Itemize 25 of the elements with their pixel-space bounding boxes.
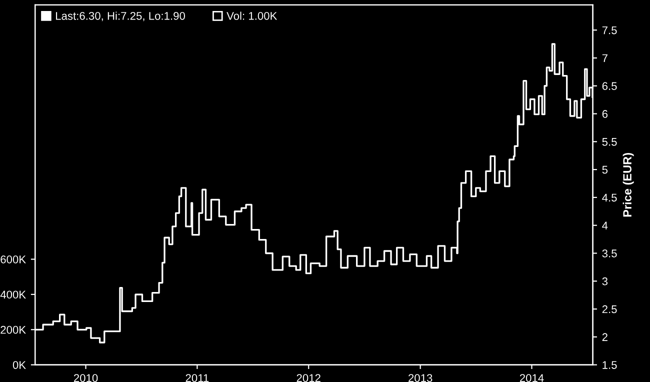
legend-label: Vol: 1.00K	[226, 12, 278, 20]
y2-tick-label: 0K	[12, 361, 26, 369]
y2-tick-label: 600K	[0, 256, 26, 264]
y-tick-label: 2	[602, 333, 608, 341]
y-tick-label: 6	[602, 110, 608, 118]
y-tick-label: 3	[602, 277, 608, 286]
x-tick-label: 2013	[408, 374, 432, 382]
x-tick-label: 2012	[296, 374, 320, 382]
y-tick-label: 5.5	[602, 138, 617, 146]
y-tick-label: 4.5	[602, 194, 617, 202]
y-tick-label: 7.5	[602, 26, 617, 34]
y-tick-label: 4	[602, 222, 608, 230]
x-tick-label: 2010	[74, 374, 98, 382]
y-tick-label: 7	[602, 54, 608, 62]
y2-tick-label: 400K	[0, 290, 26, 299]
y-tick-label: 2.5	[602, 305, 617, 314]
y-tick-label: 5	[602, 166, 608, 174]
y-axis-title: Price (EUR)	[622, 153, 634, 217]
y-tick-label: 1.5	[602, 361, 617, 369]
legend-label: Last:6.30, Hi:7.25, Lo:1.90	[56, 12, 186, 22]
y-tick-label: 6.5	[602, 82, 617, 90]
y2-tick-label: 200K	[0, 326, 26, 334]
x-tick-label: 2011	[186, 374, 209, 382]
x-tick-label: 2014	[520, 374, 544, 382]
y-tick-label: 3.5	[602, 250, 617, 258]
